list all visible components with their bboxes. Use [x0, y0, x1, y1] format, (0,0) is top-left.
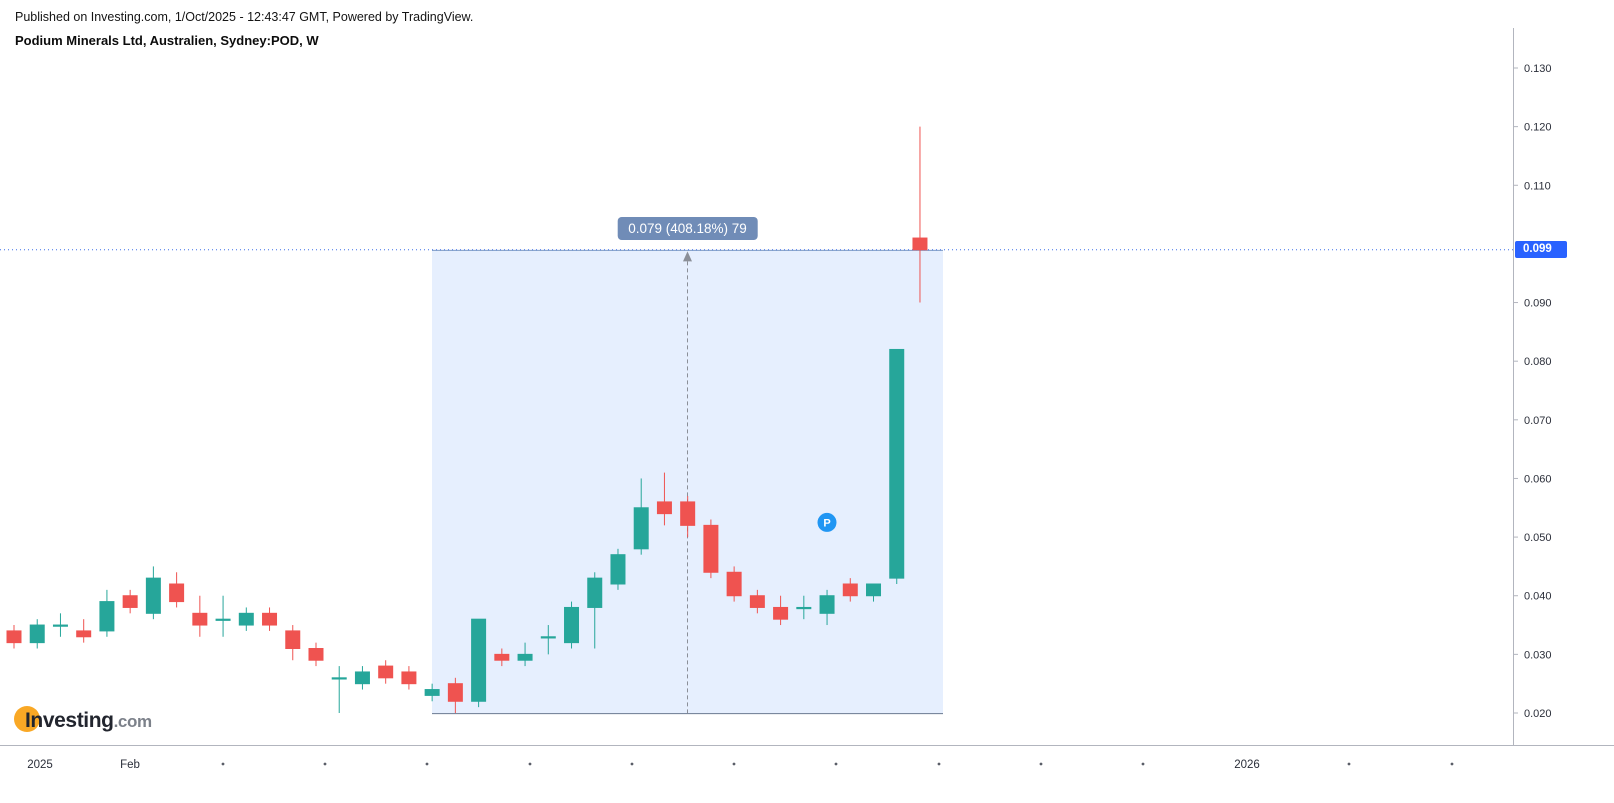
price-tick-label: 0.040: [1524, 591, 1552, 603]
time-tick-label: 2026: [1234, 759, 1260, 771]
candle[interactable]: [354, 666, 370, 690]
time-tick-dot: [1450, 762, 1454, 766]
candle[interactable]: [76, 619, 92, 643]
candle[interactable]: [819, 589, 835, 626]
price-tick-label: 0.110: [1524, 180, 1551, 192]
candle[interactable]: [238, 607, 254, 631]
time-tick-dot: [425, 762, 429, 766]
candle[interactable]: [494, 648, 510, 667]
candle[interactable]: [564, 601, 580, 649]
candle[interactable]: [703, 519, 719, 579]
candle[interactable]: [145, 566, 161, 620]
candle[interactable]: [6, 625, 22, 649]
investing-logo-text: Investing.com: [25, 709, 152, 733]
candle[interactable]: [540, 625, 556, 655]
time-tick-dot: [732, 762, 736, 766]
candle[interactable]: [866, 583, 882, 602]
time-tick-dot: [1141, 762, 1145, 766]
candle[interactable]: [912, 126, 928, 303]
price-tick-label: 0.080: [1524, 356, 1552, 368]
instrument-title: Podium Minerals Ltd, Australien, Sydney:…: [15, 33, 319, 48]
candle[interactable]: [378, 660, 394, 684]
time-tick-dot: [1347, 762, 1351, 766]
time-tick-dot: [528, 762, 532, 766]
candle[interactable]: [169, 572, 185, 608]
candle[interactable]: [680, 496, 696, 538]
candle[interactable]: [122, 589, 138, 614]
time-tick-label: Feb: [120, 759, 140, 771]
investing-logo[interactable]: Investing.com: [14, 706, 152, 736]
candle[interactable]: [842, 578, 858, 602]
candle[interactable]: [587, 572, 603, 649]
chart-header: Published on Investing.com, 1/Oct/2025 -…: [15, 10, 473, 48]
candle[interactable]: [749, 589, 765, 614]
candle[interactable]: [889, 348, 905, 584]
investing-logo-suffix: .com: [113, 712, 152, 731]
candle[interactable]: [285, 625, 301, 661]
svg-text:P: P: [823, 517, 830, 529]
candle[interactable]: [331, 666, 347, 713]
p-marker[interactable]: P: [817, 512, 837, 532]
investing-logo-mark: [14, 706, 40, 732]
candle[interactable]: [773, 595, 789, 626]
candle[interactable]: [401, 666, 417, 690]
measure-arrow-icon: [683, 251, 692, 262]
candle[interactable]: [610, 548, 626, 590]
price-tick-label: 0.020: [1524, 708, 1552, 720]
candle[interactable]: [633, 478, 649, 555]
candle[interactable]: [99, 589, 115, 637]
time-tick-dot: [937, 762, 941, 766]
published-line: Published on Investing.com, 1/Oct/2025 -…: [15, 10, 474, 24]
price-tick-label: 0.030: [1524, 649, 1552, 661]
candle[interactable]: [52, 613, 68, 637]
investing-logo-name: Investing: [25, 709, 114, 732]
price-tick-label: 0.090: [1524, 298, 1552, 310]
price-tick-label: 0.050: [1524, 532, 1552, 544]
time-tick-dot: [323, 762, 327, 766]
last-price-tag: 0.099: [1515, 240, 1567, 258]
candle[interactable]: [215, 595, 231, 637]
time-tick-dot: [1039, 762, 1043, 766]
candle[interactable]: [262, 607, 278, 631]
candle[interactable]: [308, 642, 324, 667]
candle[interactable]: [796, 595, 812, 620]
candle[interactable]: [517, 642, 533, 667]
candle[interactable]: [29, 619, 45, 649]
price-range-label[interactable]: 0.079 (408.18%) 79: [617, 217, 758, 241]
time-tick-dot: [221, 762, 225, 766]
price-tick-label: 0.120: [1524, 122, 1552, 134]
candle[interactable]: [726, 566, 742, 602]
time-tick-label: 2025: [27, 759, 53, 771]
candle[interactable]: [424, 683, 440, 702]
price-tick-label: 0.130: [1524, 63, 1552, 75]
time-tick-dot: [630, 762, 634, 766]
price-tick-label: 0.070: [1524, 415, 1552, 427]
time-tick-dot: [834, 762, 838, 766]
price-tick-label: 0.060: [1524, 473, 1552, 485]
candle[interactable]: [471, 618, 487, 708]
candle[interactable]: [447, 677, 463, 713]
candle[interactable]: [192, 595, 208, 637]
candle[interactable]: [656, 472, 672, 526]
